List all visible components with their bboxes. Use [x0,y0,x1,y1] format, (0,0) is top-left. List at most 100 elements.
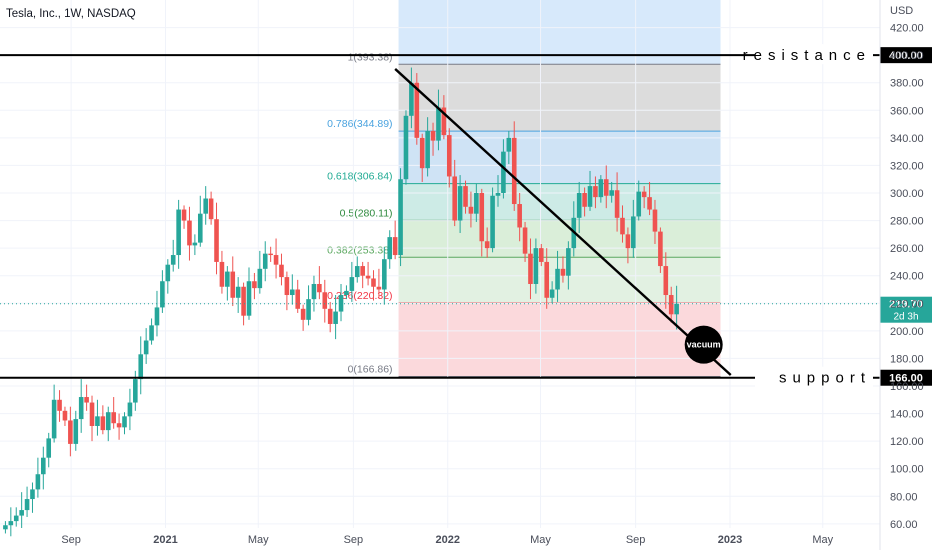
support-price-value: 166.00 [889,373,923,385]
candle-body [490,195,495,249]
fib-zone [398,131,721,184]
y-tick-label: 400.00 [890,50,924,62]
candle-body [262,253,268,269]
candle-body [668,295,674,315]
candle-body [62,410,68,421]
candle-body [674,303,679,315]
candle-body [154,307,160,326]
candle-body [603,179,609,196]
candle-body [495,193,501,196]
candle-body [544,261,550,298]
y-tick-label: 80.00 [890,491,918,503]
candle-body [235,286,241,298]
candle-body [57,399,62,411]
candle-body [382,259,387,290]
x-tick-label: May [812,534,833,546]
candle-body [430,130,436,141]
candle-body [425,130,430,169]
fib-level-label: 0.236(220.32) [327,290,392,302]
candle-body [122,416,127,428]
candle-body [539,248,544,262]
candle-body [160,281,165,308]
candle-body [419,137,425,169]
resistance-price-value: 400.00 [889,50,923,62]
candle-body [219,261,225,287]
candle-body [311,283,317,300]
candle-body [306,299,311,320]
candle-body [560,268,566,276]
fib-level-label: 0.5(280.11) [340,207,393,219]
candle-body [13,515,19,522]
y-tick-label: 140.00 [890,409,924,421]
resistance-label: resistance [743,47,871,64]
candle-body [528,253,533,284]
candles [3,67,679,537]
candle-body [19,510,24,516]
candle-body [279,264,284,278]
candle-body [284,277,290,296]
candle-body [501,151,506,194]
candle-body [143,340,149,355]
fib-zone [398,183,721,221]
candle-body [133,379,138,403]
candle-body [376,286,382,290]
x-tick-label: May [530,534,551,546]
candle-body [533,248,539,284]
candle-body [663,266,669,296]
candle-body [479,193,485,242]
candle-body [100,416,106,431]
candle-body [457,186,463,221]
candle-body [360,266,365,276]
candle-body [587,186,593,207]
x-tick-label: Sep [626,534,646,546]
candle-body [3,525,8,530]
candle-body [392,237,398,256]
candle-body [625,234,631,249]
candle-body [95,416,100,426]
candle-body [30,489,35,500]
candle-body [354,266,360,278]
candle-body [365,275,371,279]
candle-body [105,412,111,431]
x-tick-label: 2023 [718,534,742,546]
candle-body [197,213,203,243]
y-tick-label: 260.00 [890,243,924,255]
candle-body [208,198,214,220]
y-tick-label: 200.00 [890,326,924,338]
candle-body [452,176,457,221]
candle-body [522,227,528,254]
candle-body [35,474,41,490]
candle-body [576,193,582,218]
candle-body [327,308,333,324]
candle-body [549,289,555,298]
currency-label: USD [890,5,913,17]
candle-body [631,216,636,249]
y-tick-label: 160.00 [890,381,924,393]
candle-body [78,397,84,420]
candle-body [387,237,393,260]
y-tick-label: 120.00 [890,436,924,448]
fib-level-label: 1(393.38) [348,51,393,63]
candle-body [658,231,663,267]
candle-body [300,308,306,320]
y-tick-label: 280.00 [890,216,924,228]
candle-body [555,268,560,290]
candle-body [273,255,279,265]
y-tick-label: 220.00 [890,298,924,310]
resistance-price-tag [880,47,932,64]
vacuum-label: vacuum [687,340,721,350]
y-tick-label: 100.00 [890,464,924,476]
candle-body [468,206,474,214]
candle-body [192,242,198,246]
y-tick-label: 180.00 [890,353,924,365]
candle-body [333,311,338,324]
candle-body [84,397,89,403]
x-tick-label: 2021 [153,534,177,546]
candle-body [51,399,57,439]
candle-body [68,420,73,444]
candle-body [41,457,46,475]
y-tick-label: 420.00 [890,23,924,35]
current-price-tag [880,296,932,323]
candle-body [230,271,236,298]
